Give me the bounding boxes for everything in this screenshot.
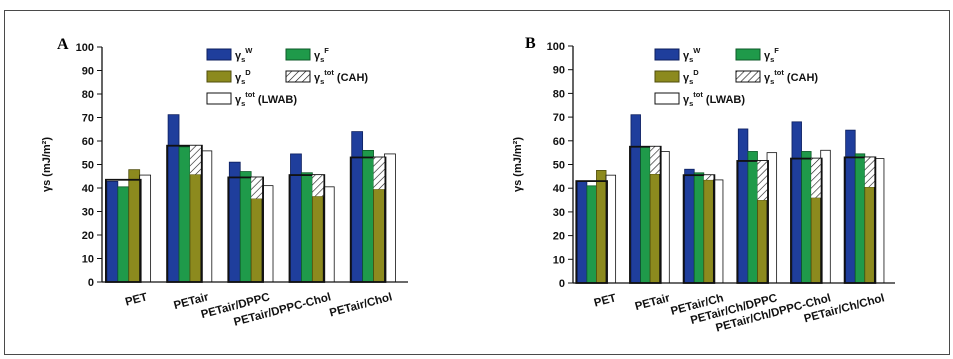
legend-label-gamma-f: γsF: [314, 46, 329, 64]
legend-label-tot-lwab: γstot (LWAB): [683, 90, 745, 108]
bar-gamma-d: [311, 195, 324, 283]
bar-gamma-w: [290, 153, 302, 283]
bar-gamma-d: [128, 169, 141, 283]
legend-swatch-gamma-f: [735, 48, 761, 61]
legend-label-gamma-f: γsF: [764, 46, 779, 64]
bar-tot-cah-hatch: [757, 160, 768, 201]
y-tick-label: 60: [553, 136, 565, 148]
bar-tot-cah-hatch: [189, 145, 201, 175]
bar-gamma-d: [703, 179, 714, 284]
y-tick-label: 90: [553, 65, 565, 77]
y-tick-label: 30: [82, 207, 94, 219]
bar-gamma-d: [250, 198, 263, 283]
y-tick-label: 100: [547, 41, 565, 53]
legend-label-tot-cah: γstot (CAH): [764, 68, 818, 86]
bar-gamma-f: [239, 171, 252, 283]
y-tick-label: 50: [553, 160, 565, 172]
bar-gamma-f: [640, 146, 651, 284]
legend-swatch-gamma-w: [654, 48, 680, 61]
legend-swatch-gamma-d: [654, 70, 680, 83]
bar-tot-cah-hatch: [650, 146, 660, 174]
bar-gamma-w: [737, 128, 749, 284]
legend-label-gamma-w: γsW: [235, 46, 253, 64]
bar-gamma-f: [747, 151, 758, 284]
y-tick-label: 80: [82, 89, 94, 101]
y-tick-label: 70: [553, 112, 565, 124]
y-tick-label: 60: [82, 136, 94, 148]
y-axis-label: γs (mJ/m²): [512, 137, 524, 192]
bar-gamma-d: [373, 188, 385, 283]
bar-gamma-w: [630, 114, 641, 284]
y-tick-label: 30: [553, 207, 565, 219]
bar-gamma-w: [228, 161, 241, 283]
bar-gamma-w: [845, 129, 856, 284]
bar-gamma-f: [117, 186, 130, 283]
y-tick-label: 70: [82, 113, 94, 125]
bar-gamma-f: [362, 149, 374, 283]
legend-label-gamma-d: γsD: [683, 68, 699, 86]
bar-gamma-f: [178, 146, 191, 283]
bar-gamma-f: [801, 151, 812, 284]
figure-frame: A 0 10 20 30 40 50 60 70 80 90 100 γs (mJ/m²) PET PETa…: [4, 10, 950, 355]
bar-gamma-w: [167, 114, 180, 283]
bar-tot-cah-hatch: [811, 158, 821, 198]
category-label: PET: [124, 291, 149, 308]
y-tick-label: 50: [82, 160, 94, 172]
y-tick-label: 0: [559, 278, 565, 290]
panel-letter: A: [57, 36, 69, 53]
bar-gamma-w: [576, 181, 588, 284]
bar-tot-cah-hatch: [312, 175, 324, 197]
y-tick-label: 10: [553, 254, 565, 266]
bar-gamma-w: [106, 181, 119, 283]
bar-gamma-f: [693, 172, 705, 284]
y-tick-label: 90: [82, 66, 94, 78]
bar-gamma-d: [649, 173, 661, 284]
bar-tot-cah-hatch: [864, 157, 875, 188]
y-tick-label: 10: [82, 254, 94, 266]
bar-gamma-f: [301, 172, 313, 283]
category-label: PETair/Chol: [328, 291, 393, 319]
bar-gamma-w: [351, 131, 364, 283]
y-tick-label: 0: [88, 277, 94, 289]
y-tick-label: 20: [82, 230, 94, 242]
bar-gamma-d: [864, 186, 875, 284]
category-label: PET: [593, 292, 618, 309]
bar-gamma-f: [586, 185, 597, 284]
legend-label-gamma-w: γsW: [683, 46, 701, 64]
category-label: PETair: [634, 292, 672, 313]
panel-b-chart: B 0 10 20 30 40 50 60 70 80 90 100 γs (mJ/m²) PET PETa…: [512, 35, 895, 335]
y-axis-label: γs (mJ/m²): [41, 137, 53, 192]
bar-gamma-f: [854, 153, 866, 284]
panel-a-chart: A 0 10 20 30 40 50 60 70 80 90 100 γs (mJ/m²) PET PETa…: [41, 36, 408, 329]
legend-swatch-gamma-d: [206, 70, 232, 83]
y-tick-label: 20: [553, 231, 565, 243]
bar-tot-cah-hatch: [373, 157, 385, 190]
y-tick-label: 40: [553, 183, 565, 195]
legend-swatch-gamma-f: [285, 48, 311, 61]
legend-label-tot-lwab: γstot (LWAB): [235, 90, 297, 108]
bar-gamma-d: [810, 197, 822, 284]
legend-swatch-gamma-w: [206, 48, 232, 61]
bar-gamma-w: [791, 121, 802, 284]
legend-label-gamma-d: γsD: [235, 68, 251, 86]
y-tick-label: 100: [76, 42, 94, 54]
legend-swatch-tot-cah: [285, 70, 311, 83]
legend-label-tot-cah: γstot (CAH): [314, 68, 368, 86]
bar-tot-cah-hatch: [703, 175, 714, 180]
y-tick-label: 40: [82, 183, 94, 195]
bar-gamma-d: [757, 199, 768, 284]
legend-swatch-tot-cah: [735, 70, 761, 83]
bar-gamma-w: [684, 168, 695, 284]
y-tick-label: 80: [553, 88, 565, 100]
bar-tot-cah-hatch: [251, 177, 263, 199]
legend-swatch-tot-lwab: [654, 92, 680, 105]
bar-gamma-d: [189, 173, 202, 283]
panel-letter: B: [525, 35, 536, 52]
bar-gamma-d: [596, 170, 607, 284]
legend-swatch-tot-lwab: [206, 92, 232, 105]
